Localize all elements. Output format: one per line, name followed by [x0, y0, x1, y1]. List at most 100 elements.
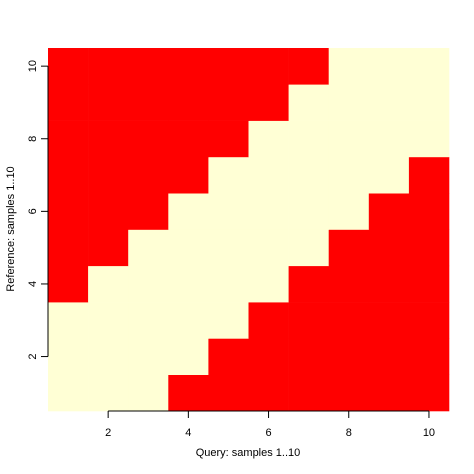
heatmap-cell	[328, 374, 370, 412]
heatmap-cell	[328, 48, 370, 85]
heatmap-cell	[368, 84, 410, 121]
heatmap-cell	[288, 156, 329, 194]
heatmap-cell	[368, 265, 410, 303]
heatmap-cell	[408, 156, 450, 194]
heatmap-cell	[288, 302, 329, 339]
heatmap-cell	[408, 84, 450, 121]
heatmap-cell	[368, 338, 410, 375]
y-tick-label: 6	[27, 208, 39, 214]
heatmap-cell	[408, 48, 450, 85]
heatmap-cell	[368, 229, 410, 267]
heatmap-cell	[168, 120, 209, 158]
heatmap-cell	[128, 84, 169, 121]
x-tick-label: 10	[423, 427, 435, 439]
heatmap-cell	[208, 193, 249, 230]
heatmap-cell	[168, 156, 209, 194]
heatmap-cell	[168, 265, 209, 303]
heatmap-cell	[248, 229, 289, 267]
heatmap-cell	[208, 156, 249, 194]
heatmap-cell	[288, 84, 329, 121]
heatmap-cell	[248, 84, 289, 121]
heatmap-cell	[168, 193, 209, 230]
heatmap-cell	[408, 302, 450, 339]
heatmap-cell	[48, 229, 89, 267]
heatmap-cell	[208, 338, 249, 375]
heatmap-cell	[328, 338, 370, 375]
y-tick-label: 2	[27, 353, 39, 359]
heatmap-cell	[408, 338, 450, 375]
heatmap-cell	[128, 156, 169, 194]
heatmap-cell	[368, 374, 410, 412]
heatmap-cell	[48, 193, 89, 230]
heatmap-cell	[208, 120, 249, 158]
heatmap-cell	[288, 48, 329, 85]
heatmap-cell	[128, 265, 169, 303]
heatmap-cell	[328, 84, 370, 121]
heatmap-cell	[88, 374, 129, 412]
heatmap-cell	[288, 338, 329, 375]
heatmap-cell	[288, 120, 329, 158]
x-tick-label: 4	[185, 427, 191, 439]
heatmap-cell	[208, 374, 249, 412]
x-tick-label: 8	[346, 427, 352, 439]
heatmap-cell	[88, 338, 129, 375]
y-tick-label: 8	[27, 136, 39, 142]
heatmap-cell	[128, 302, 169, 339]
heatmap-cell	[88, 229, 129, 267]
heatmap-cell	[328, 156, 370, 194]
heatmap-cell	[288, 374, 329, 412]
heatmap-cell	[288, 193, 329, 230]
heatmap-cell	[288, 229, 329, 267]
heatmap-cell	[208, 302, 249, 339]
x-axis-label: Query: samples 1..10	[196, 447, 301, 459]
heatmap-cell	[328, 265, 370, 303]
heatmap-cell	[88, 120, 129, 158]
heatmap-cell	[248, 302, 289, 339]
y-tick-label: 10	[27, 60, 39, 72]
x-tick-label: 2	[105, 427, 111, 439]
heatmap-cell	[48, 374, 89, 412]
heatmap-cell	[48, 120, 89, 158]
heatmap-cell	[248, 338, 289, 375]
heatmap-cell	[88, 193, 129, 230]
heatmap-cell	[48, 84, 89, 121]
heatmap-cell	[128, 338, 169, 375]
y-axis-label: Reference: samples 1..10	[5, 166, 17, 291]
heatmap-cell	[88, 265, 129, 303]
heatmap-cell	[168, 229, 209, 267]
heatmap-cell	[88, 156, 129, 194]
heatmap-cell	[208, 48, 249, 85]
heatmap-cell	[128, 48, 169, 85]
heatmap-cell	[128, 374, 169, 412]
heatmap-cell	[128, 120, 169, 158]
heatmap-cell	[208, 265, 249, 303]
heatmap-cell	[288, 265, 329, 303]
heatmap-cell	[88, 84, 129, 121]
heatmap-cell	[208, 229, 249, 267]
heatmap-cell	[248, 374, 289, 412]
heatmap-cell	[368, 48, 410, 85]
heatmap-cell	[168, 374, 209, 412]
heatmap-cell	[48, 48, 89, 85]
heatmap-cell	[48, 338, 89, 375]
heatmap-cell	[328, 120, 370, 158]
heatmap-cell	[368, 302, 410, 339]
heatmap-cell	[48, 156, 89, 194]
heatmap-cell	[168, 338, 209, 375]
heatmap-cell	[168, 84, 209, 121]
heatmap-cell	[408, 120, 450, 158]
heatmap-cell	[128, 229, 169, 267]
heatmap-cell	[208, 84, 249, 121]
heatmap-cell	[88, 48, 129, 85]
heatmap-cell	[128, 193, 169, 230]
heatmap-cell	[408, 265, 450, 303]
heatmap-cell	[408, 229, 450, 267]
heatmap-cell	[248, 156, 289, 194]
y-tick-label: 4	[27, 281, 39, 287]
heatmap-cell	[368, 120, 410, 158]
heatmap-cell	[248, 120, 289, 158]
heatmap-cell	[248, 193, 289, 230]
heatmap-cell	[88, 302, 129, 339]
heatmap-cell	[368, 156, 410, 194]
